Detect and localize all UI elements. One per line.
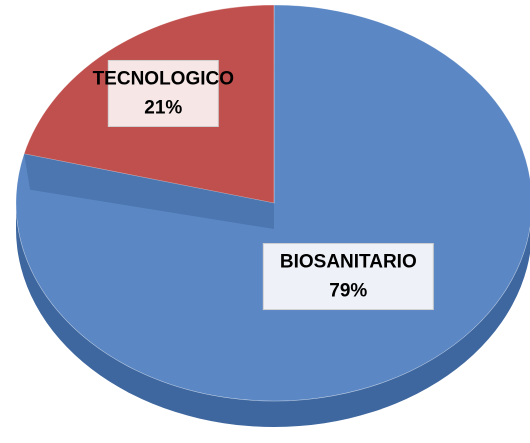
label-box (262, 243, 434, 311)
value-label: 21% (144, 98, 182, 119)
label-box (107, 59, 219, 127)
category-label: TECNOLOGICO (93, 69, 234, 90)
category-label: BIOSANITARIO (280, 252, 417, 273)
data-label: BIOSANITARIO 79% (262, 243, 434, 311)
value-label: 79% (329, 281, 367, 302)
data-label: TECNOLOGICO 21% (93, 59, 234, 127)
pie-cut-wall (24, 153, 274, 229)
